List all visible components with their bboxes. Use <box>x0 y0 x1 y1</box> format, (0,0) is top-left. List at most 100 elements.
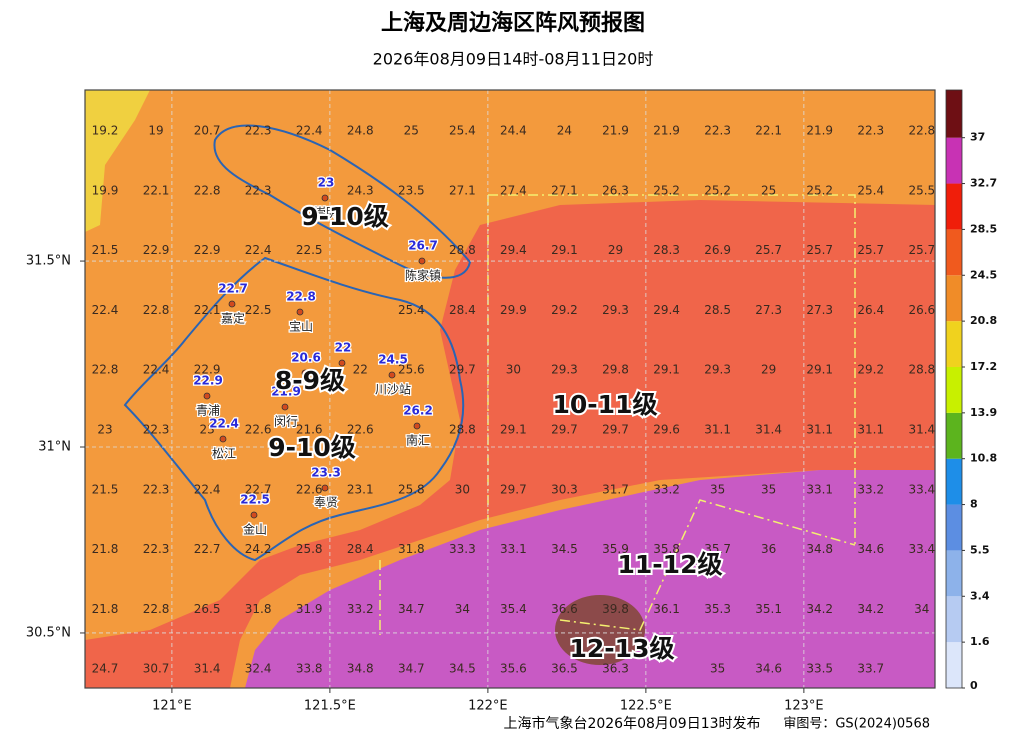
grid-value: 22.8 <box>143 303 170 317</box>
colorbar-label: 3.4 <box>970 589 990 602</box>
grid-value: 31.8 <box>398 542 425 556</box>
grid-value: 36 <box>761 542 776 556</box>
grid-value: 22.3 <box>245 124 272 138</box>
grid-value: 35.8 <box>653 542 680 556</box>
colorbar-label: 17.2 <box>970 360 997 373</box>
grid-value: 26.4 <box>857 303 884 317</box>
grid-value: 33.1 <box>806 482 833 496</box>
grid-value: 22.9 <box>194 243 221 257</box>
grid-value: 23.1 <box>347 482 374 496</box>
station-dot <box>250 511 258 519</box>
wind-zone-label: 9-10级 <box>268 433 356 462</box>
grid-value: 35 <box>710 662 725 676</box>
grid-value: 22.3 <box>245 183 272 197</box>
colorbar-label: 13.9 <box>970 406 997 419</box>
grid-value: 24.4 <box>500 124 527 138</box>
grid-value: 27.4 <box>500 183 527 197</box>
grid-value: 19.2 <box>92 124 119 138</box>
grid-value: 31.8 <box>245 602 272 616</box>
grid-value: 34.7 <box>398 602 425 616</box>
grid-value: 29.1 <box>500 423 527 437</box>
grid-value: 29.1 <box>653 363 680 377</box>
grid-value: 28.8 <box>449 243 476 257</box>
grid-value: 34.2 <box>806 602 833 616</box>
grid-value: 29.4 <box>653 303 680 317</box>
station-dot <box>338 359 346 367</box>
grid-value: 20.7 <box>194 124 221 138</box>
grid-value: 29 <box>608 243 623 257</box>
grid-value: 24.3 <box>347 183 374 197</box>
grid-value: 28.4 <box>449 303 476 317</box>
grid-value: 34.6 <box>857 542 884 556</box>
grid-value: 27.3 <box>755 303 782 317</box>
y-tick-label: 31.5°N <box>26 254 71 269</box>
coastline-shanghai <box>123 256 465 562</box>
grid-value: 35.9 <box>602 542 629 556</box>
station-value: 20.6 <box>291 351 321 365</box>
grid-value: 22.3 <box>143 482 170 496</box>
grid-value: 25.7 <box>755 243 782 257</box>
station-dot <box>413 422 421 430</box>
issuer: 上海市气象台2026年08月09日13时发布 <box>503 715 760 732</box>
map-grid: 19.2 19 20.7 22.3 22.4 24.8 25 25.4 24.4 24 21.9 21… <box>85 90 935 688</box>
grid-value: 24.8 <box>347 124 374 138</box>
station-name: 宝山 <box>289 320 313 334</box>
colorbar-segment <box>946 321 962 367</box>
colorbar-label: 24.5 <box>970 268 997 281</box>
grid-value: 33.4 <box>908 482 935 496</box>
grid-value: 21.9 <box>653 124 680 138</box>
grid-value: 26.9 <box>704 243 731 257</box>
colorbar-segment <box>946 596 962 643</box>
x-tick-label: 121.5°E <box>304 699 356 714</box>
grid-value: 22.6 <box>296 482 323 496</box>
grid-value: 21.9 <box>602 124 629 138</box>
station-value: 21.9 <box>271 385 301 399</box>
colorbar-segment <box>946 183 962 230</box>
grid-value: 29.8 <box>602 363 629 377</box>
grid-value: 22.6 <box>347 423 374 437</box>
grid-value: 23.5 <box>398 183 425 197</box>
colorbar-segment <box>946 229 962 276</box>
map-frame <box>84 89 936 689</box>
station-name: 崇明 <box>314 206 338 220</box>
grid-value: 19.9 <box>92 183 119 197</box>
grid-value: 34.6 <box>755 662 782 676</box>
grid-value: 29.9 <box>500 303 527 317</box>
grid-value: 25.2 <box>704 183 731 197</box>
grid-value: 22.3 <box>857 124 884 138</box>
grid-value: 29.2 <box>857 363 884 377</box>
grid-value: 22.3 <box>143 542 170 556</box>
station-name: 嘉定 <box>221 311 245 326</box>
colorbar-segment <box>946 137 962 184</box>
grid-value: 29.7 <box>551 423 578 437</box>
grid-value: 24.2 <box>245 542 272 556</box>
grid-value: 22.1 <box>143 183 170 197</box>
grid-value: 22.1 <box>755 124 782 138</box>
grid-value: 22.7 <box>194 542 221 556</box>
grid-value: 31.1 <box>857 423 884 437</box>
grid-value: 31.4 <box>194 662 221 676</box>
station-name: 松江 <box>212 447 236 461</box>
grid-value: 22.8 <box>143 602 170 616</box>
station-dot <box>388 371 396 379</box>
grid-value: 27.1 <box>551 183 578 197</box>
colorbar-label: 0 <box>970 679 978 692</box>
grid-value: 27.1 <box>449 183 476 197</box>
grid-value: 29.3 <box>551 363 578 377</box>
station-value: 26.2 <box>403 404 433 418</box>
station-value: 22.7 <box>218 282 248 296</box>
grid-value: 36.6 <box>551 602 578 616</box>
grid-value: 22.8 <box>908 124 935 138</box>
grid-value: 22.3 <box>704 124 731 138</box>
colorbar-label: 8 <box>970 498 978 511</box>
grid-value: 35.3 <box>704 602 731 616</box>
grid-value: 31.4 <box>908 423 935 437</box>
grid-value: 29 <box>761 363 776 377</box>
colorbar-label: 1.6 <box>970 635 990 648</box>
x-tick-label: 122.5°E <box>620 699 672 714</box>
colorbar-segment <box>946 504 962 551</box>
grid-value: 21.5 <box>92 482 119 496</box>
station-value: 22.8 <box>286 290 316 304</box>
grid-value: 30 <box>455 482 470 496</box>
grid-value: 22.8 <box>194 183 221 197</box>
